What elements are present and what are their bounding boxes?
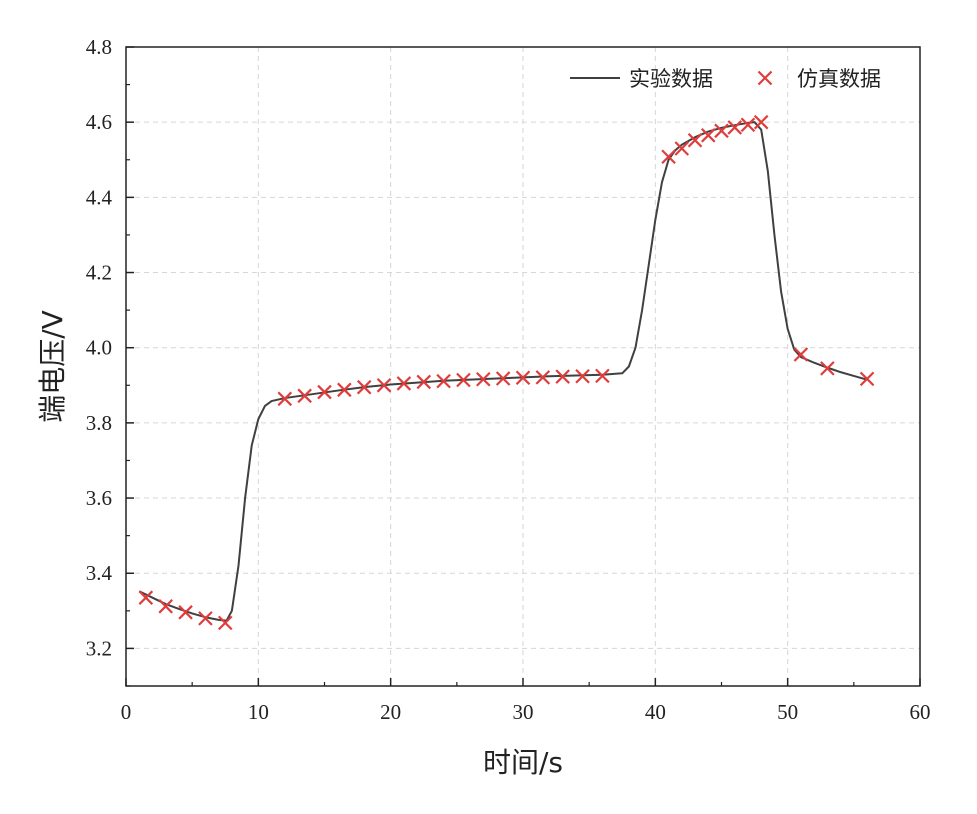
series-line-experimental [138,121,868,622]
x-tick-label: 0 [121,700,132,724]
y-tick-label: 4.2 [86,261,112,285]
data-point-simulated [515,370,531,386]
legend-swatch-simulated [757,70,773,86]
legend: 实验数据 仿真数据 [570,67,881,91]
data-point-simulated [198,611,213,626]
grid [126,47,920,686]
data-point-simulated [356,379,372,395]
x-tick-label: 30 [513,700,534,724]
data-point-simulated [740,117,756,133]
data-point-simulated [317,384,332,400]
data-point-simulated [495,371,511,386]
y-tick-label: 3.2 [86,636,112,660]
y-tick-label: 4.0 [86,336,112,360]
y-tick-label: 4.6 [86,110,112,134]
data-point-simulated [820,361,835,376]
data-point-simulated [793,347,809,362]
data-point-simulated [555,369,570,384]
y-tick-label: 3.4 [86,561,113,585]
data-point-simulated [700,128,716,143]
data-point-simulated [727,120,743,135]
x-axis-title: 时间/s [483,746,563,779]
y-axis-title: 端电压/V [36,310,69,423]
data-point-simulated [535,370,551,385]
legend-label-simulated: 仿真数据 [797,67,881,91]
data-point-simulated [456,372,471,388]
data-point-simulated [337,382,352,398]
data-point-simulated [859,371,875,387]
x-tick-label: 60 [910,700,931,724]
data-point-simulated [476,372,491,387]
axis-ticks: 0 10 20 30 40 50 60 3.2 3.4 3.6 3.8 4.0 4.2 4.4 4.6 4.8 [86,35,931,724]
data-point-simulated [158,599,173,614]
series-layer [138,114,875,631]
data-point-simulated [753,114,769,130]
data-point-simulated [595,368,610,384]
data-point-simulated [178,605,193,620]
y-tick-label: 4.4 [86,185,113,209]
y-tick-label: 4.8 [86,35,112,59]
data-point-simulated [661,149,676,165]
y-tick-label: 3.8 [86,411,112,435]
data-point-simulated [138,590,154,605]
data-point-simulated [575,368,590,384]
data-point-simulated [436,373,451,389]
data-point-simulated [416,374,432,390]
data-point-simulated [376,378,392,393]
data-point-simulated [674,141,690,156]
data-point-simulated [277,391,293,407]
data-point-simulated [687,132,703,148]
data-point-simulated [297,388,312,404]
x-tick-label: 20 [380,700,401,724]
x-tick-label: 40 [645,700,666,724]
y-tick-label: 3.6 [86,486,112,510]
legend-label-experimental: 实验数据 [629,67,713,91]
data-point-simulated [396,376,412,391]
x-tick-label: 50 [777,700,798,724]
x-tick-label: 10 [248,700,269,724]
data-point-simulated [217,615,233,631]
data-point-simulated [714,123,729,139]
